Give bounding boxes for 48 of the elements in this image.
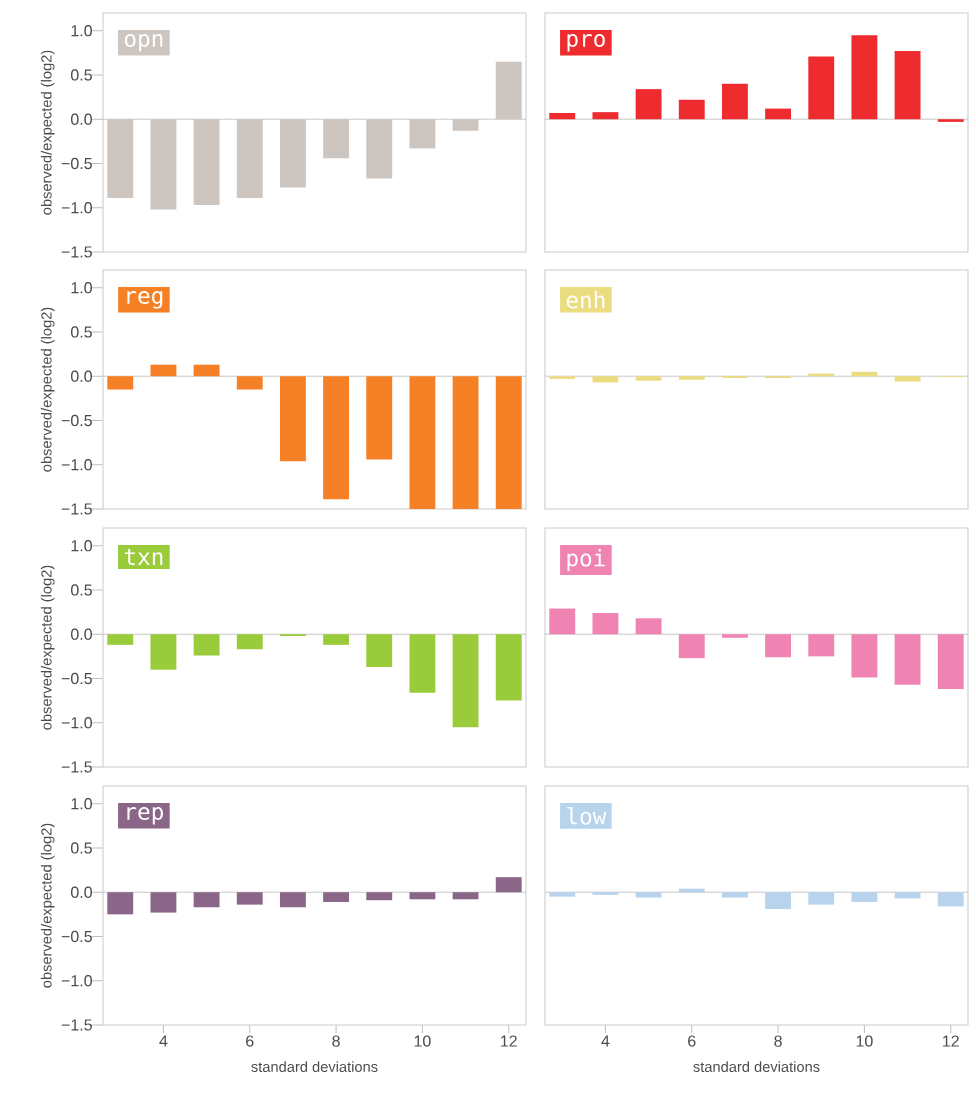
y-tick-label: −1.0 <box>61 459 92 471</box>
text: reg <box>127 291 163 309</box>
y-tick-label: −0.5 <box>61 672 92 685</box>
y-tick-label: 0.5 <box>70 584 92 596</box>
text: opn <box>124 34 163 52</box>
x-tick-label: 10 <box>856 1035 873 1047</box>
y-tick-label: −1.5 <box>61 503 92 515</box>
text: pro <box>567 34 605 52</box>
x-tick-label: 10 <box>414 1035 431 1047</box>
y-tick-label: 1.0 <box>71 282 92 294</box>
x-axis-title: standard deviations <box>693 1061 820 1072</box>
y-axis-title: observed/expected (log2) <box>40 565 55 730</box>
y-tick-label: −1.0 <box>61 717 92 729</box>
y-tick-label: −1.5 <box>61 246 92 258</box>
x-tick-label: 6 <box>246 1035 254 1047</box>
y-tick-label: −1.0 <box>61 975 92 987</box>
x-axis-title: standard deviations <box>251 1061 378 1072</box>
y-tick-label: −0.5 <box>61 930 92 943</box>
y-tick-label: 1.0 <box>71 798 92 810</box>
y-tick-label: −1.5 <box>61 1019 92 1031</box>
y-tick-label: 1.0 <box>71 540 92 552</box>
y-axis-title: observed/expected (log2) <box>40 823 55 988</box>
y-axis-title: observed/expected (log2) <box>40 50 55 215</box>
y-tick-label: 0.5 <box>70 326 92 338</box>
y-tick-label: −1.5 <box>61 761 92 773</box>
x-tick-label: 12 <box>501 1035 517 1047</box>
y-tick-label: 1.0 <box>71 25 92 37</box>
y-tick-label: −0.5 <box>61 414 92 427</box>
y-axis-title: observed/expected (log2) <box>40 307 55 472</box>
y-tick-label: 0.0 <box>70 886 92 898</box>
text: txn <box>124 549 163 565</box>
x-tick-label: 12 <box>943 1035 959 1047</box>
x-tick-label: 4 <box>159 1035 168 1047</box>
text: rep <box>127 807 163 825</box>
text: poi <box>567 548 605 571</box>
x-tick-label: 8 <box>332 1035 340 1047</box>
x-tick-label: 6 <box>688 1035 696 1047</box>
y-tick-label: 0.5 <box>70 69 92 81</box>
x-tick-label: 4 <box>601 1035 610 1047</box>
y-tick-label: −0.5 <box>61 157 92 170</box>
y-tick-label: 0.0 <box>70 628 92 640</box>
y-tick-label: −1.0 <box>61 202 92 214</box>
y-tick-label: 0.0 <box>70 113 92 125</box>
text: low <box>567 807 607 825</box>
x-tick-label: 8 <box>774 1035 782 1047</box>
text: enh <box>566 290 605 309</box>
y-tick-label: 0.5 <box>70 842 92 854</box>
y-tick-label: 0.0 <box>70 370 92 382</box>
